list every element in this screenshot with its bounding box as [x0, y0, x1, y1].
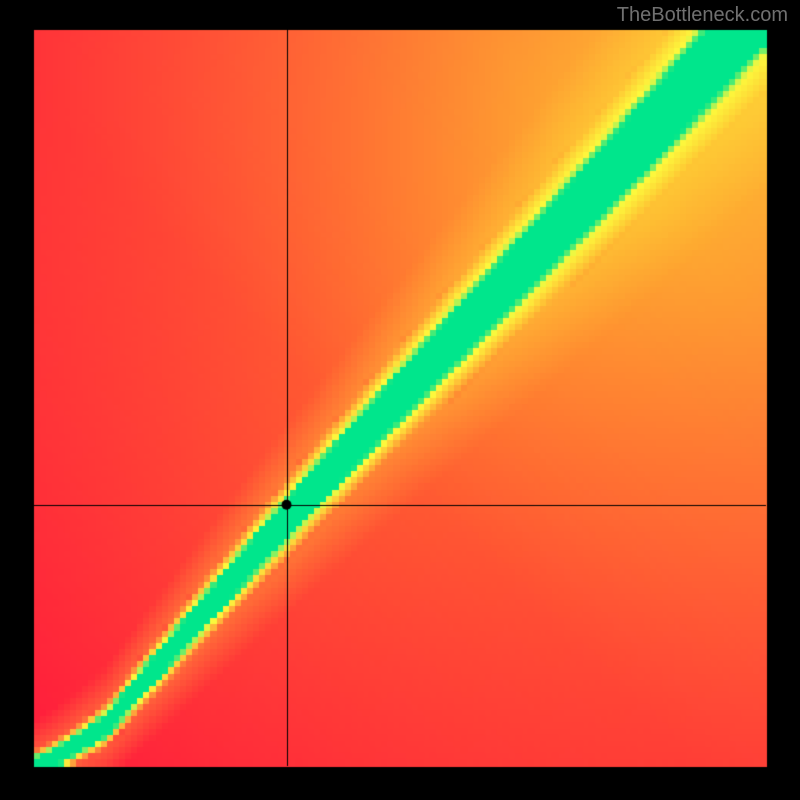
chart-container: TheBottleneck.com [0, 0, 800, 800]
attribution-text: TheBottleneck.com [617, 4, 788, 27]
bottleneck-heatmap [0, 0, 800, 800]
